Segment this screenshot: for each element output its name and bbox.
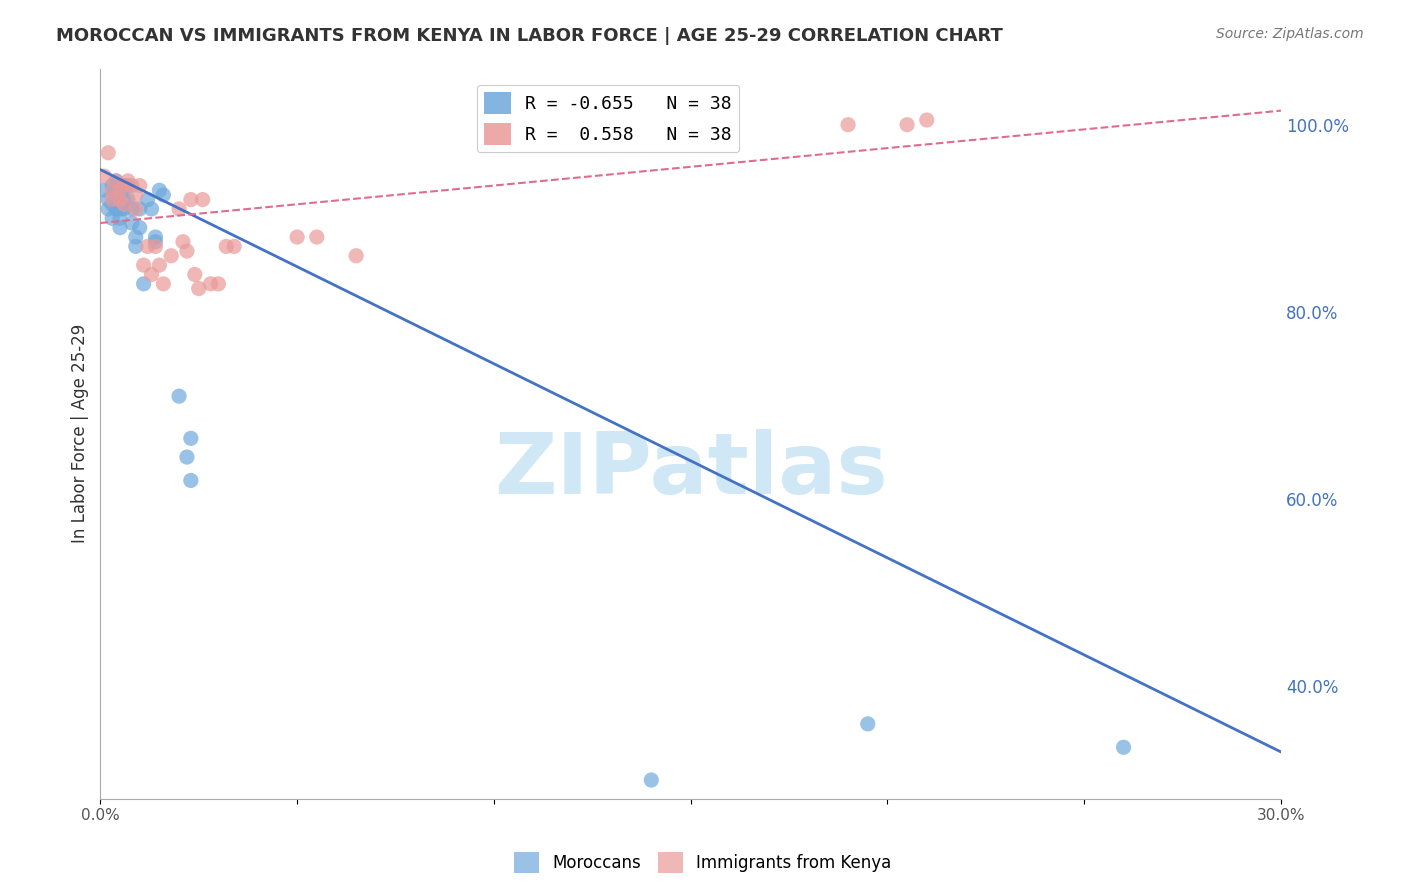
Point [101,183,124,197]
Point [856,717,879,731]
Point [101,193,124,207]
Point [97,145,120,160]
Point [97,202,120,216]
Point [187,281,209,295]
Text: MOROCCAN VS IMMIGRANTS FROM KENYA IN LABOR FORCE | AGE 25-29 CORRELATION CHART: MOROCCAN VS IMMIGRANTS FROM KENYA IN LAB… [56,27,1002,45]
Point [128,178,150,193]
Point [344,249,367,263]
Point [125,239,148,253]
Point [176,244,198,258]
Text: Source: ZipAtlas.com: Source: ZipAtlas.com [1216,27,1364,41]
Point [141,268,163,282]
Point [121,216,143,230]
Point [108,211,131,226]
Point [112,202,135,216]
Point [136,239,159,253]
Point [101,178,124,193]
Point [141,202,163,216]
Point [101,211,124,226]
Point [145,230,167,244]
Text: ZIPatlas: ZIPatlas [494,429,887,512]
Point [112,178,135,193]
Point [305,230,328,244]
Point [172,235,194,249]
Y-axis label: In Labor Force | Age 25-29: In Labor Force | Age 25-29 [72,324,89,543]
Point [108,202,131,216]
Point [128,220,150,235]
Point [128,202,150,216]
Point [105,183,128,197]
Point [108,193,131,207]
Point [101,197,124,211]
Point [132,258,155,272]
Point [145,239,167,253]
Point [93,183,115,197]
Point [121,178,143,193]
Point [837,118,859,132]
Point [125,230,148,244]
Point [108,220,131,235]
Point [105,174,128,188]
Point [167,389,190,403]
Point [105,202,128,216]
Point [148,258,170,272]
Point [125,188,148,202]
Point [117,174,139,188]
Point [112,197,135,211]
Point [93,169,115,184]
Point [224,239,246,253]
Point [108,183,131,197]
Point [180,193,202,207]
Point [176,450,198,464]
Point [105,174,128,188]
Point [108,193,131,207]
Point [117,178,139,193]
Point [152,188,174,202]
Point [148,183,170,197]
Point [180,431,202,445]
Point [152,277,174,291]
Point [167,202,190,216]
Point [136,193,159,207]
Point [112,193,135,207]
Point [215,239,238,253]
Point [180,474,202,488]
Point [160,249,183,263]
Legend: Moroccans, Immigrants from Kenya: Moroccans, Immigrants from Kenya [508,846,898,880]
Point [200,277,222,291]
Point [117,193,139,207]
Point [97,193,120,207]
Point [915,113,938,128]
Point [1112,740,1135,755]
Point [121,202,143,216]
Point [191,193,214,207]
Point [125,202,148,216]
Point [640,772,662,787]
Point [285,230,308,244]
Point [145,235,167,249]
Point [184,268,207,282]
Point [112,178,135,193]
Point [207,277,229,291]
Point [132,277,155,291]
Point [896,118,918,132]
Legend: R = -0.655   N = 38, R =  0.558   N = 38: R = -0.655 N = 38, R = 0.558 N = 38 [477,85,740,153]
